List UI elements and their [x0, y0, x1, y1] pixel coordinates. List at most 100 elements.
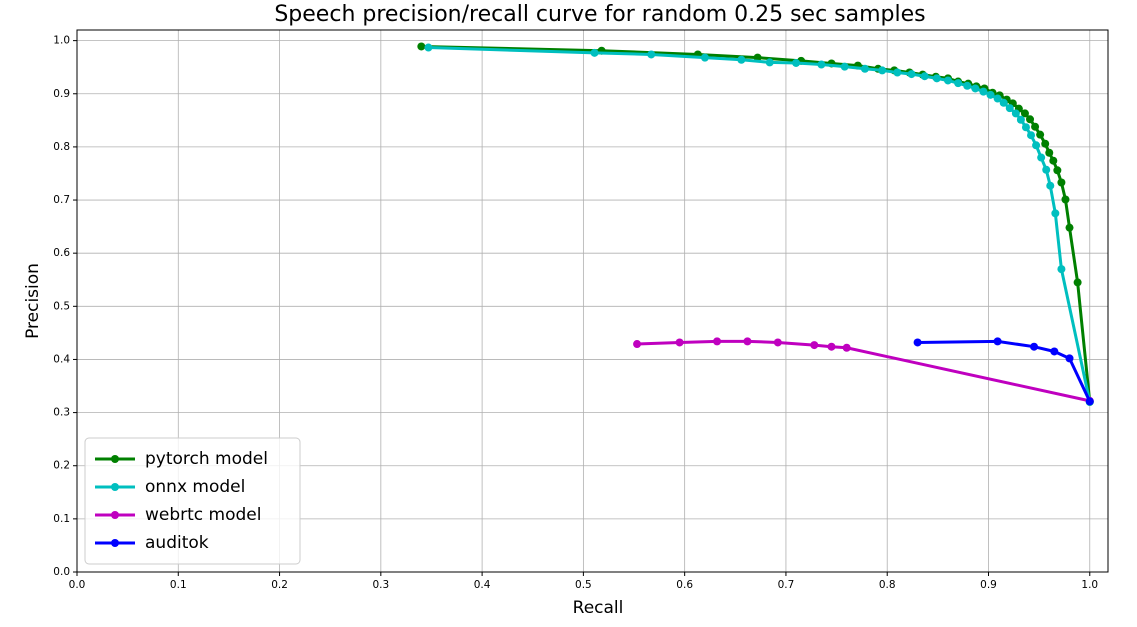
point	[737, 55, 746, 64]
point	[878, 66, 887, 75]
point	[1041, 139, 1050, 148]
series-line	[637, 339, 1091, 403]
point	[999, 98, 1008, 107]
point	[1016, 115, 1025, 124]
x-tick-label: 0.2	[271, 579, 288, 591]
point	[675, 338, 684, 347]
point	[647, 50, 656, 59]
point	[963, 81, 972, 90]
point	[1005, 104, 1014, 113]
point	[893, 68, 902, 77]
point	[979, 87, 988, 96]
point	[943, 76, 952, 85]
legend-label: auditok	[145, 533, 209, 553]
point	[1011, 109, 1020, 118]
series-line	[421, 44, 1092, 403]
x-tick-label: 0.1	[170, 579, 187, 591]
point	[1027, 131, 1036, 140]
point	[1065, 354, 1074, 363]
series-line	[917, 339, 1092, 403]
y-tick-label: 0.2	[53, 460, 70, 472]
point	[713, 337, 722, 346]
y-tick-label: 0.5	[53, 300, 70, 312]
point	[633, 340, 642, 349]
point	[1061, 195, 1070, 204]
y-tick-label: 0.6	[53, 247, 70, 259]
y-tick-label: 0.1	[53, 513, 70, 525]
point	[860, 64, 869, 73]
point	[1030, 342, 1039, 351]
legend-marker	[111, 511, 119, 519]
point	[954, 79, 963, 88]
point	[743, 337, 752, 346]
x-tick-label: 0.6	[676, 579, 693, 591]
point	[810, 341, 819, 350]
point	[1057, 178, 1066, 187]
point	[1046, 181, 1055, 190]
x-tick-label: 0.5	[575, 579, 592, 591]
y-axis-label: Precision	[23, 263, 43, 339]
point	[1057, 265, 1066, 274]
x-tick-label: 1.0	[1081, 579, 1098, 591]
point	[993, 94, 1002, 103]
point	[1020, 109, 1029, 118]
x-axis-label: Recall	[573, 598, 624, 618]
point	[1065, 223, 1074, 232]
point	[907, 70, 916, 79]
legend-label: webrtc model	[145, 505, 262, 525]
point	[1037, 153, 1046, 162]
point	[1051, 209, 1060, 218]
x-tick-label: 0.0	[69, 579, 86, 591]
point	[986, 90, 995, 99]
point	[840, 62, 849, 71]
point	[1032, 141, 1041, 150]
y-tick-label: 0.0	[53, 566, 70, 578]
point	[1031, 122, 1040, 131]
point	[842, 343, 851, 352]
y-tick-label: 0.8	[53, 141, 70, 153]
legend-marker	[111, 539, 119, 547]
point	[1021, 123, 1030, 132]
point	[1026, 115, 1035, 124]
point	[792, 58, 801, 67]
point	[932, 74, 941, 83]
plot-frame	[76, 29, 1109, 573]
legend-label: onnx model	[145, 477, 245, 497]
legend-box	[84, 437, 301, 565]
y-tick-label: 0.4	[53, 353, 70, 365]
point	[1049, 156, 1058, 165]
point	[1036, 130, 1045, 139]
y-tick-label: 1.0	[53, 35, 70, 47]
x-tick-label: 0.7	[778, 579, 795, 591]
point	[590, 48, 599, 57]
point	[920, 72, 929, 81]
point	[817, 60, 826, 69]
legend-label: pytorch model	[145, 449, 268, 469]
legend-marker	[111, 483, 119, 491]
point	[417, 42, 426, 51]
y-tick-label: 0.9	[53, 88, 70, 100]
point	[1045, 148, 1054, 157]
point	[1073, 278, 1082, 287]
y-tick-label: 0.7	[53, 194, 70, 206]
point	[971, 84, 980, 93]
point	[827, 342, 836, 351]
x-tick-label: 0.4	[474, 579, 491, 591]
point	[1050, 347, 1059, 356]
x-tick-label: 0.8	[879, 579, 896, 591]
point	[765, 58, 774, 67]
x-tick-label: 0.9	[980, 579, 997, 591]
series-line	[428, 46, 1092, 403]
legend-marker	[111, 455, 119, 463]
point	[424, 43, 433, 52]
chart-title: Speech precision/recall curve for random…	[274, 2, 925, 27]
x-tick-label: 0.3	[372, 579, 389, 591]
point	[913, 338, 922, 347]
point	[700, 53, 709, 62]
point	[773, 338, 782, 347]
point	[993, 337, 1002, 346]
y-tick-label: 0.3	[53, 407, 70, 419]
point	[1053, 166, 1062, 175]
point	[1085, 397, 1094, 406]
